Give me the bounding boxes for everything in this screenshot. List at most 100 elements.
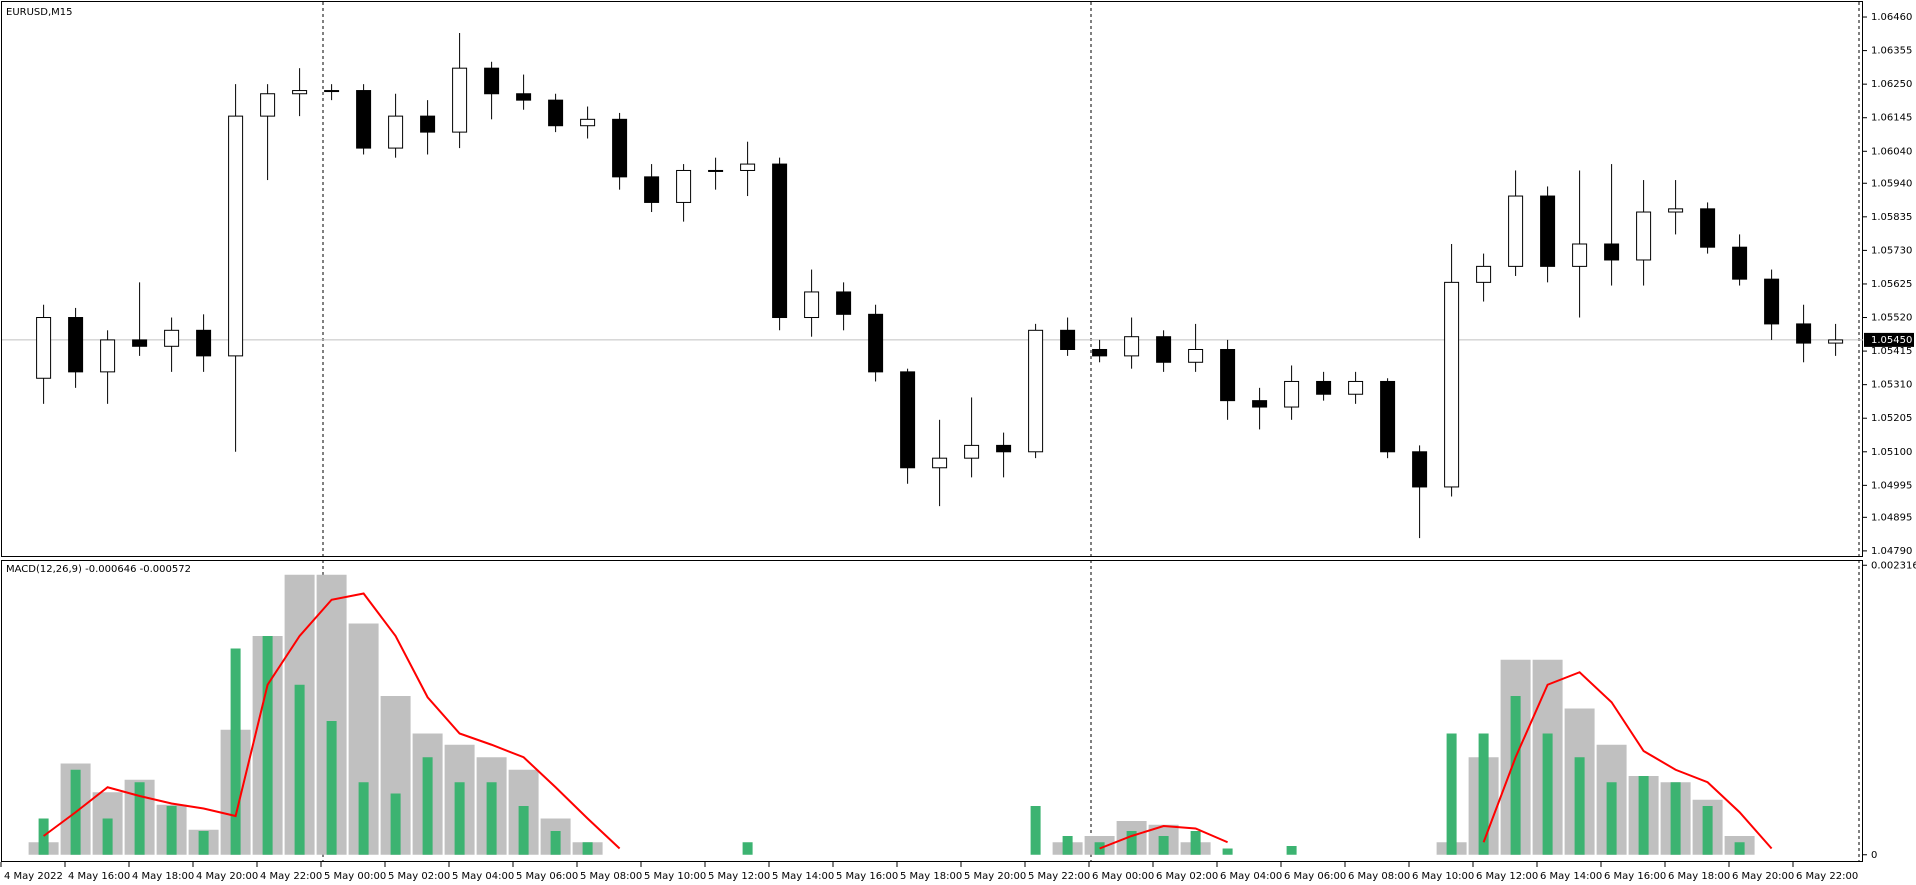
candle-body: [1700, 208, 1716, 248]
x-tick-label: 4 May 22:00: [260, 871, 322, 882]
x-tick-label: 4 May 18:00: [132, 871, 194, 882]
candle-body: [1796, 323, 1812, 344]
candle-body: [740, 163, 756, 171]
x-tick-label: 6 May 18:00: [1668, 871, 1730, 882]
x-tick-label: 4 May 16:00: [68, 871, 130, 882]
candle-body: [868, 313, 884, 373]
candle-body: [1124, 336, 1140, 357]
macd-bar: [550, 831, 561, 855]
macd-bar: [1606, 782, 1617, 855]
y-tick-label: 1.06145: [1871, 113, 1912, 124]
y-tick-label: 1.06460: [1871, 12, 1912, 23]
x-tick-label: 5 May 18:00: [900, 871, 962, 882]
y-tick-label: 0.002316: [1871, 560, 1916, 571]
x-tick-label: 4 May 2022: [4, 871, 63, 882]
candle-body: [36, 317, 52, 379]
macd-bar: [1510, 696, 1521, 855]
x-tick-label: 5 May 14:00: [772, 871, 834, 882]
signal-line: [43, 592, 621, 850]
candle-body: [1540, 195, 1556, 267]
macd-bar: [1286, 846, 1297, 855]
candle-body: [452, 67, 468, 133]
candle-body: [100, 339, 116, 373]
macd-panel: [1, 560, 1863, 862]
indicator-title: MACD(12,26,9) -0.000646 -0.000572: [6, 564, 191, 575]
macd-bar: [262, 636, 273, 855]
candle-body: [1572, 243, 1588, 267]
candle-body: [1668, 208, 1684, 213]
candle-body: [932, 457, 948, 469]
x-tick-label: 6 May 12:00: [1476, 871, 1538, 882]
macd-bar: [390, 793, 401, 855]
y-tick-label: 1.05940: [1871, 178, 1912, 189]
candle-body: [324, 90, 340, 93]
macd-bar: [1542, 733, 1553, 855]
candle-body: [612, 118, 628, 178]
macd-bar: [1478, 733, 1489, 855]
candle-body: [1412, 451, 1428, 488]
candle-body: [1220, 348, 1236, 402]
macd-bar: [1702, 806, 1713, 855]
macd-bar: [582, 842, 593, 855]
candle-body: [196, 329, 212, 357]
macd-bar: [518, 806, 529, 855]
candle-body: [644, 176, 660, 203]
signal-line: [1099, 824, 1228, 850]
candle-body: [1028, 329, 1044, 453]
y-tick-label: 1.05415: [1871, 346, 1912, 357]
candle-body: [708, 169, 724, 172]
candle-body: [164, 329, 180, 347]
candle-body: [1060, 329, 1076, 350]
macd-bar: [1222, 848, 1233, 855]
macd-bar: [454, 782, 465, 855]
chart-title: EURUSD,M15: [6, 7, 72, 18]
macd-bar: [742, 842, 753, 855]
candle-body: [1156, 336, 1172, 363]
x-tick-label: 5 May 20:00: [964, 871, 1026, 882]
x-tick-label: 6 May 06:00: [1284, 871, 1346, 882]
y-tick-label: 1.04895: [1871, 512, 1912, 523]
macd-bar: [1670, 782, 1681, 855]
x-tick-label: 6 May 02:00: [1156, 871, 1218, 882]
macd-bar: [166, 806, 177, 855]
candle-body: [356, 90, 372, 149]
candle-body: [1092, 348, 1108, 357]
x-tick-label: 5 May 08:00: [580, 871, 642, 882]
x-tick-label: 5 May 10:00: [644, 871, 706, 882]
candle-body: [1252, 400, 1268, 408]
macd-bar: [102, 818, 113, 855]
macd-bar: [1030, 806, 1041, 855]
candle-body: [996, 444, 1012, 453]
y-tick-label: 0: [1871, 850, 1877, 861]
candle-body: [1316, 380, 1332, 395]
macd-bar: [1446, 733, 1457, 855]
candle-body: [484, 67, 500, 95]
candle-body: [772, 163, 788, 319]
candle-body: [388, 115, 404, 149]
candle-body: [1636, 211, 1652, 261]
x-tick-label: 5 May 06:00: [516, 871, 578, 882]
x-tick-label: 6 May 00:00: [1092, 871, 1154, 882]
candle-body: [548, 99, 564, 127]
macd-bar: [358, 782, 369, 855]
candle-body: [580, 118, 596, 127]
macd-bar: [1126, 831, 1137, 855]
y-tick-label: 1.05100: [1871, 447, 1912, 458]
x-tick-label: 5 May 22:00: [1028, 871, 1090, 882]
macd-bar: [1734, 842, 1745, 855]
candle-body: [1604, 243, 1620, 261]
x-tick-label: 6 May 16:00: [1604, 871, 1666, 882]
candle-body: [804, 291, 820, 319]
y-tick-label: 1.05835: [1871, 212, 1912, 223]
candle-body: [1508, 195, 1524, 267]
candle-body: [1348, 380, 1364, 395]
macd-bar: [422, 757, 433, 855]
y-tick-label: 1.05205: [1871, 413, 1912, 424]
y-tick-label: 1.05520: [1871, 313, 1912, 324]
candle-body: [676, 169, 692, 203]
macd-bar: [1158, 836, 1169, 855]
candle-body: [132, 339, 148, 347]
candle-body: [516, 93, 532, 101]
macd-bar: [134, 782, 145, 855]
